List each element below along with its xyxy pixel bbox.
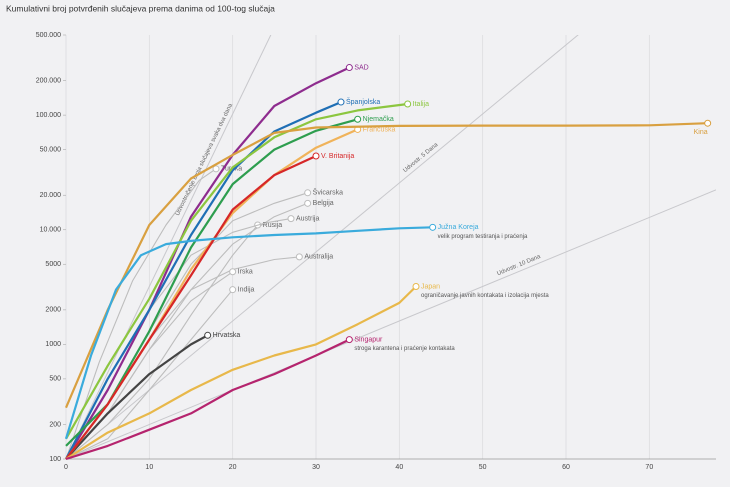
series-line — [65, 285, 417, 460]
end-marker — [404, 100, 412, 108]
end-marker — [312, 152, 320, 160]
series-label: Francuska — [363, 126, 396, 133]
chart-title: Kumulativni broj potvrđenih slučajeva pr… — [6, 3, 275, 13]
series-label: Italija — [413, 101, 429, 108]
series-label: Australija — [304, 254, 333, 261]
end-marker — [412, 282, 420, 290]
y-tick-label: 1000 — [45, 341, 61, 348]
y-tick-label: 5000 — [45, 261, 61, 268]
series-label: Austrija — [296, 215, 319, 222]
y-tick-label: 10.000 — [40, 227, 62, 234]
series-label: Španjolska — [346, 97, 380, 106]
end-marker — [345, 64, 353, 72]
end-marker — [704, 119, 712, 127]
y-tick-label: 50.000 — [40, 146, 62, 153]
y-tick-label: 500 — [49, 376, 61, 383]
series-label: Rusija — [263, 222, 283, 229]
y-tick-label: 200 — [49, 421, 61, 428]
end-marker — [295, 253, 303, 261]
series-line — [65, 168, 217, 460]
series-label: Švicarska — [313, 188, 343, 197]
end-marker — [304, 189, 312, 197]
y-tick-label: 500.000 — [36, 32, 61, 39]
end-marker — [337, 98, 345, 106]
series-line — [64, 122, 708, 409]
doubling-line — [66, 189, 716, 459]
x-tick-label: 0 — [64, 464, 68, 471]
series-label: SAD — [354, 64, 368, 71]
series-label: Singapur — [354, 336, 383, 343]
series-label: Indija — [238, 287, 255, 294]
series-label: V. Britanija — [321, 153, 354, 160]
series-line — [65, 289, 234, 460]
end-marker — [204, 331, 212, 339]
series-note: stroga karantena i praćenje kontakata — [354, 346, 455, 352]
series-line — [65, 154, 317, 460]
end-marker — [229, 286, 237, 294]
end-marker — [345, 336, 353, 344]
end-marker — [304, 199, 312, 207]
series-label: Južna Koreja — [438, 224, 479, 231]
series-line — [65, 101, 342, 460]
series-line — [65, 224, 259, 460]
series-line — [65, 66, 350, 460]
end-marker — [212, 165, 220, 173]
series-note: ograničavanje javnih kontakata i izolaci… — [421, 293, 549, 299]
end-marker — [287, 215, 295, 223]
series-label: Njemačka — [363, 116, 394, 123]
x-tick-label: 40 — [395, 464, 403, 471]
y-tick-label: 20.000 — [40, 192, 62, 199]
y-tick-label: 200.000 — [36, 77, 61, 84]
series-label: Belgija — [313, 200, 334, 207]
x-tick-label: 10 — [145, 464, 153, 471]
end-marker — [429, 223, 437, 231]
doubling-line — [66, 35, 579, 459]
series-label: Japan — [421, 283, 440, 290]
series-label: Hrvatska — [213, 332, 241, 339]
x-tick-label: 60 — [562, 464, 570, 471]
x-tick-label: 50 — [479, 464, 487, 471]
series-note: velik program testiranja i praćenja — [438, 234, 528, 240]
y-tick-label: 100 — [49, 456, 61, 463]
series-label: Kina — [694, 129, 708, 136]
y-tick-label: 100.000 — [36, 112, 61, 119]
series-line — [65, 102, 408, 440]
x-tick-label: 70 — [645, 464, 653, 471]
doubling-line — [66, 35, 272, 459]
series-line — [65, 334, 209, 460]
series-line — [65, 338, 350, 461]
series-line — [64, 226, 433, 440]
x-tick-label: 20 — [229, 464, 237, 471]
series-label: Irska — [238, 269, 253, 276]
end-marker — [229, 268, 237, 276]
end-marker — [354, 115, 362, 123]
y-tick-label: 2000 — [45, 307, 61, 314]
x-tick-label: 30 — [312, 464, 320, 471]
